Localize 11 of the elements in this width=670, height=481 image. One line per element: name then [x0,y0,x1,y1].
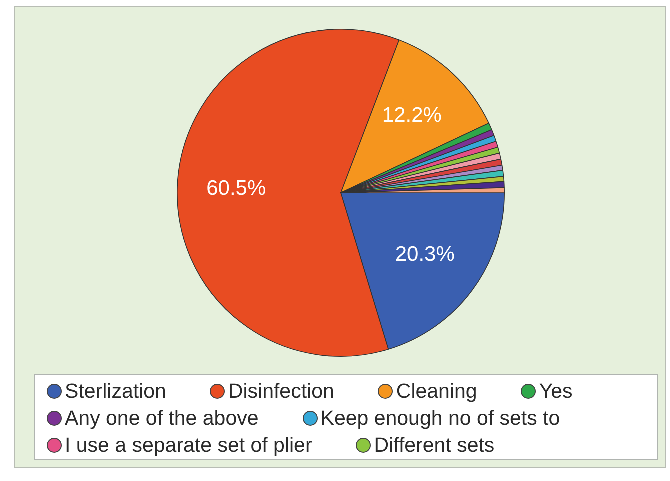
legend-label: Any one of the above [65,406,259,430]
data-label: 60.5% [206,177,266,200]
legend-label: Different sets [374,434,495,458]
legend-label: Sterlization [65,380,166,404]
legend-label: Cleaning [396,380,478,404]
legend-label: Yes [539,380,573,404]
legend-label: Disinfection [228,380,334,404]
legend-label: Keep enough no of sets to [320,406,560,430]
data-label: 12.2% [382,104,442,128]
data-label: 20.3% [395,243,455,266]
legend-label: I use a separate set of plier [65,434,312,458]
